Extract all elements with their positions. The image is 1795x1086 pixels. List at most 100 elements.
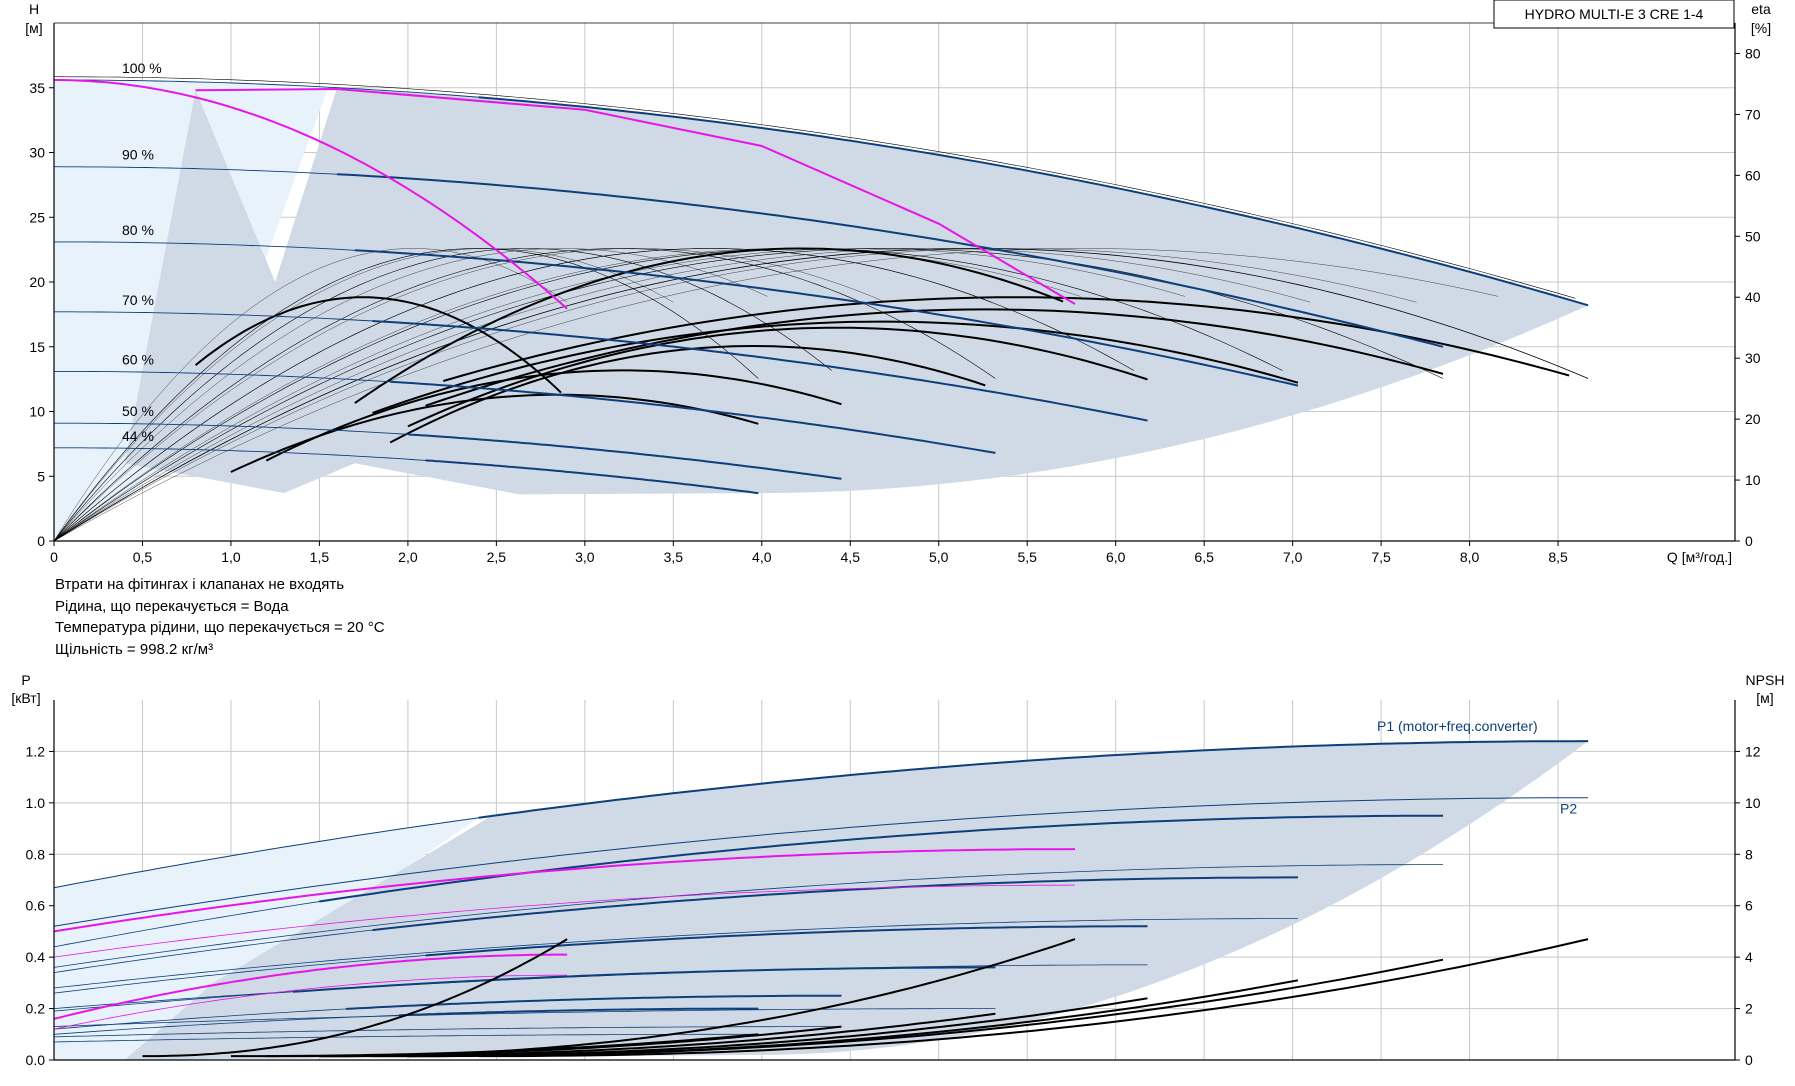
y-tick-label: 5: [37, 468, 45, 484]
x-tick-label: 7,0: [1283, 549, 1303, 565]
y-tick-label: 30: [29, 145, 45, 161]
conditions-notes: Втрати на фітингах і клапанах не входять…: [55, 574, 385, 660]
x-tick-label: 7,5: [1371, 549, 1391, 565]
x-tick-label: 5,5: [1017, 549, 1037, 565]
efficiency-curve-bold: [372, 320, 1299, 414]
duty-power-curve: [53, 848, 1076, 933]
efficiency-curve-fan: [53, 248, 1499, 542]
head-curve-70pct: [372, 320, 1148, 422]
x-tick-label: 1,0: [221, 549, 241, 565]
npsh-curve: [142, 938, 568, 1058]
y-right-tick-label: 0: [1745, 533, 1753, 549]
power-curve-bold: [372, 876, 1298, 932]
npsh-curve: [372, 997, 1148, 1058]
x-tick-label: 4,5: [841, 549, 861, 565]
power-curve-bold: [398, 1007, 759, 1017]
speed-label: 90 %: [122, 147, 154, 163]
head-curve-100pct: [478, 96, 1589, 307]
y-right-tick-label: 10: [1745, 795, 1761, 811]
speed-label: 60 %: [122, 351, 154, 367]
x-tick-label: 8,0: [1460, 549, 1480, 565]
power-curve-thin: [53, 918, 1298, 989]
efficiency-curve-bold: [425, 308, 1444, 407]
y-tick-label: 1.0: [26, 795, 46, 811]
power-curve-bold: [292, 966, 996, 993]
y-right-tick-label: 8: [1745, 846, 1753, 862]
y-right-tick-label: 40: [1745, 289, 1761, 305]
efficiency-curve-fan: [53, 248, 674, 542]
x-tick-label: 2,0: [398, 549, 418, 565]
y-axis-label: P: [21, 672, 30, 688]
power-curve-thin: [53, 1033, 759, 1043]
duty-curve-secondary: [54, 79, 568, 310]
speed-label: 80 %: [122, 222, 154, 238]
y-right-tick-label: 80: [1745, 45, 1761, 61]
head-curve-max-outline: [53, 76, 1576, 299]
y-right-tick-label: 12: [1745, 743, 1761, 759]
series-label-p2: P2: [1560, 801, 1577, 817]
duty-power-curve-thin: [53, 884, 1076, 958]
chart-title: HYDRO MULTI-E 3 CRE 1-4: [1525, 6, 1704, 22]
x-tick-label: 2,5: [487, 549, 507, 565]
y-right-tick-label: 50: [1745, 228, 1761, 244]
y-tick-label: 0.4: [26, 949, 46, 965]
duty-power-curve: [53, 953, 568, 1020]
duty-curve-main: [195, 87, 1076, 305]
y-tick-label: 10: [29, 404, 45, 420]
efficiency-curve-fan: [53, 248, 1417, 542]
note-density: Щільність = 998.2 кг/м³: [55, 640, 214, 658]
power-curve-bold: [478, 740, 1589, 819]
x-tick-label: 8,5: [1548, 549, 1568, 565]
y-right-tick-label: 60: [1745, 167, 1761, 183]
y-tick-label: 0.2: [26, 1001, 46, 1017]
efficiency-curve-bold: [194, 296, 562, 394]
note-fittings: Втрати на фітингах і клапанах не входять: [55, 576, 345, 593]
npsh-curve: [230, 1033, 759, 1058]
x-tick-label: 3,5: [664, 549, 684, 565]
y-tick-label: 20: [29, 274, 45, 290]
efficiency-curve-fan: [53, 248, 992, 542]
y-tick-label: 0.0: [26, 1052, 46, 1068]
y-right-tick-label: 10: [1745, 472, 1761, 488]
note-temperature: Температура рідини, що перекачується = 2…: [55, 619, 385, 636]
title-box: [1493, 0, 1735, 29]
y-tick-label: 15: [29, 339, 45, 355]
y-right-tick-label: 6: [1745, 898, 1753, 914]
y-right-axis-label: eta: [1751, 1, 1771, 17]
power-curve-thin: [53, 1026, 842, 1038]
npsh-curve: [478, 938, 1589, 1058]
x-tick-label: 6,0: [1106, 549, 1126, 565]
series-label-p1: P1 (motor+freq.converter): [1377, 718, 1538, 734]
note-liquid: Рідина, що перекачується = Вода: [55, 597, 289, 615]
efficiency-curve-thin: [53, 248, 759, 542]
y-right-tick-label: 70: [1745, 106, 1761, 122]
y-right-tick-label: 2: [1745, 1001, 1753, 1017]
x-tick-label: 0,5: [133, 549, 153, 565]
y-right-axis-unit: [м]: [1756, 690, 1773, 706]
y-right-tick-label: 30: [1745, 350, 1761, 366]
power-curve-bold: [425, 925, 1148, 957]
efficiency-curve-fan: [53, 248, 886, 542]
x-tick-label: 3,0: [575, 549, 595, 565]
power-curve-bold: [345, 994, 842, 1010]
efficiency-curve-thin: [53, 248, 996, 542]
speed-label: 100 %: [122, 60, 162, 76]
head-curve-44pct: [425, 459, 759, 495]
x-tick-label: 0: [50, 549, 58, 565]
y-axis-unit: [м]: [25, 20, 42, 36]
y-right-axis-unit: [%]: [1751, 20, 1771, 36]
power-curve-thin: [53, 864, 1443, 968]
y-tick-label: 0.6: [26, 898, 46, 914]
efficiency-curve-bold: [230, 393, 759, 473]
efficiency-curve-fan: [53, 248, 768, 542]
speed-label: 70 %: [122, 292, 154, 308]
efficiency-curve-fan: [53, 248, 1311, 542]
head-curve-50pct: [407, 433, 842, 480]
y-right-tick-label: 20: [1745, 411, 1761, 427]
y-axis-unit: [кВт]: [11, 690, 40, 706]
y-tick-label: 0.8: [26, 846, 46, 862]
efficiency-curve-thin: [53, 248, 1283, 542]
power-curve-thin: [53, 1008, 996, 1027]
x-tick-label: 1,5: [310, 549, 330, 565]
